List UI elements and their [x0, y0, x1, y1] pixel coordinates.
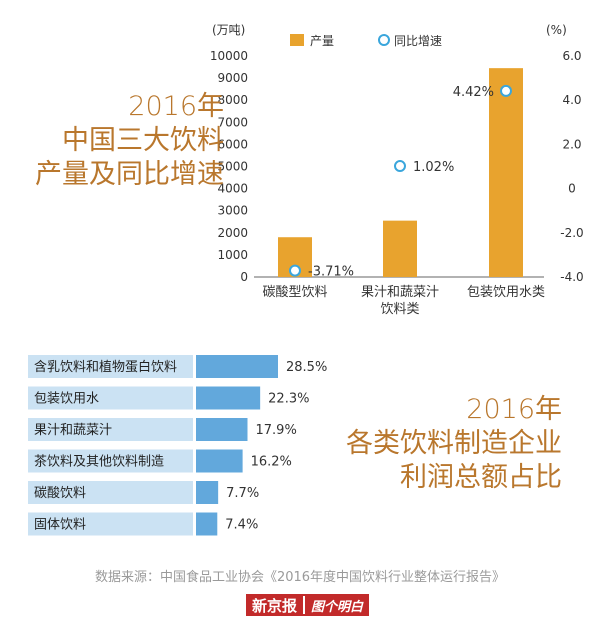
right-tick-label: 4.0 — [562, 93, 581, 107]
legend-swatch-growth — [378, 34, 390, 46]
category-label: 碳酸饮料 — [34, 486, 86, 501]
logo-separator — [303, 596, 306, 614]
category-label-bg — [28, 481, 193, 504]
left-tick-label: 1000 — [217, 248, 248, 262]
category-label: 包装饮用水类 — [467, 285, 545, 300]
chart2-title-line: 各类饮料制造企业 — [346, 428, 562, 459]
category-label: 果汁和蔬菜汁 — [34, 423, 112, 438]
left-tick-label: 3000 — [217, 204, 248, 218]
source-note: 数据来源：中国食品工业协会《2016年度中国饮料行业整体运行报告》 — [94, 570, 506, 585]
category-label: 饮料类 — [380, 302, 419, 317]
growth-point — [289, 264, 301, 277]
growth-label: -3.71% — [308, 265, 354, 280]
category-label-bg — [28, 386, 193, 410]
right-tick-label: -4.0 — [560, 270, 583, 284]
left-tick-label: 4000 — [217, 182, 248, 196]
value-label: 7.4% — [225, 518, 258, 533]
chart1-title-line: 2016年 — [128, 91, 224, 122]
right-tick-label: 0 — [568, 182, 576, 196]
category-label-bg — [28, 512, 193, 536]
left-tick-label: 0 — [240, 270, 248, 284]
left-tick-label: 8000 — [217, 93, 248, 107]
bar-production — [383, 220, 417, 277]
left-tick-label: 6000 — [217, 137, 248, 151]
legend-swatch-production — [290, 34, 304, 46]
bar-production — [489, 68, 523, 277]
left-tick-label: 10000 — [210, 49, 248, 63]
bar-profit-share — [196, 481, 219, 504]
chart2-title: 2016年 各类饮料制造企业 利润总额占比 — [300, 393, 562, 495]
profit-share-chart: 含乳饮料和植物蛋白饮料 28.5% 包装饮用水 22.3% 果汁和蔬菜汁 17.9% 茶饮料… — [28, 355, 327, 536]
category-label-bg — [28, 449, 193, 473]
category-label: 含乳饮料和植物蛋白饮料 — [34, 359, 177, 375]
chart1-title-line: 产量及同比增速 — [35, 159, 224, 190]
logo-part2: 图个明白 — [311, 599, 364, 615]
bar-profit-share — [196, 449, 243, 473]
value-label: 7.7% — [226, 486, 259, 501]
left-tick-label: 5000 — [217, 160, 248, 174]
chart2-title-line: 利润总额占比 — [400, 462, 562, 493]
left-tick-label: 2000 — [217, 226, 248, 240]
right-tick-label: 6.0 — [562, 49, 581, 63]
legend-label-growth: 同比增速 — [394, 34, 442, 48]
value-label: 16.2% — [251, 455, 292, 470]
right-tick-label: 2.0 — [562, 137, 581, 151]
category-label-bg — [28, 355, 193, 378]
logo-part1: 新京报 — [252, 596, 298, 615]
growth-point — [500, 84, 512, 97]
growth-label: 4.42% — [453, 85, 494, 100]
value-label: 28.5% — [286, 360, 327, 375]
right-axis-unit: (%) — [546, 23, 567, 37]
bar-profit-share — [196, 355, 278, 378]
category-label: 果汁和蔬菜汁 — [361, 285, 439, 300]
left-axis-unit: (万吨) — [212, 23, 245, 37]
category-label: 固体饮料 — [34, 518, 86, 533]
chart2-title-line: 2016年 — [466, 394, 562, 425]
category-label: 碳酸型饮料 — [262, 285, 327, 300]
category-label: 包装饮用水 — [34, 392, 99, 407]
chart1-title: 2016年 中国三大饮料 产量及同比增速 — [10, 90, 224, 192]
bar-profit-share — [196, 418, 248, 441]
growth-point — [394, 160, 406, 173]
production-chart: (万吨) (%) 0 1000 2000 3000 4000 5000 6000 7000 8000… — [210, 23, 584, 317]
left-tick-label: 7000 — [217, 115, 248, 129]
category-label: 茶饮料及其他饮料制造 — [34, 454, 164, 470]
bar-profit-share — [196, 512, 218, 536]
category-label-bg — [28, 418, 193, 441]
bar-profit-share — [196, 386, 261, 410]
publisher-logo: 新京报 图个明白 — [246, 594, 370, 616]
legend-label-production: 产量 — [310, 34, 334, 48]
value-label: 22.3% — [268, 392, 309, 407]
growth-label: 1.02% — [413, 160, 454, 175]
left-tick-label: 9000 — [217, 71, 248, 85]
right-tick-label: -2.0 — [560, 226, 583, 240]
value-label: 17.9% — [256, 423, 297, 438]
chart1-title-line: 中国三大饮料 — [62, 125, 224, 156]
